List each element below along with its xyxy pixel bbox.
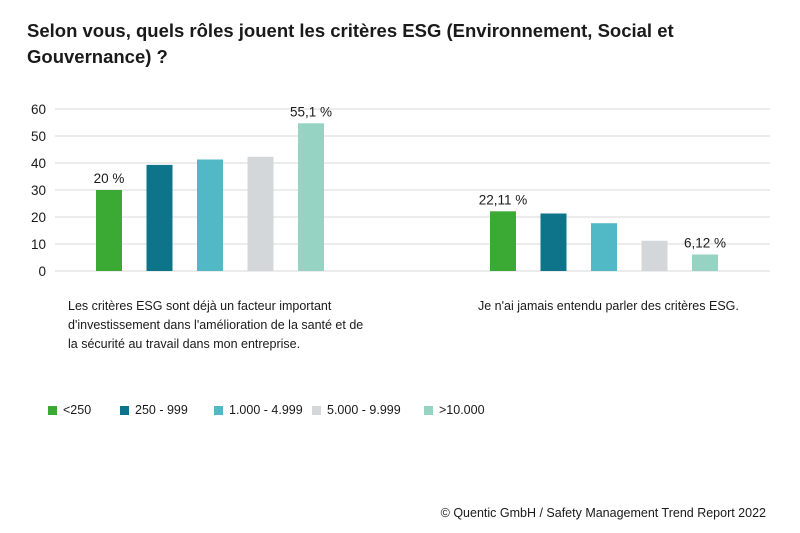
- y-tick-label: 20: [31, 210, 46, 225]
- legend-label: 1.000 - 4.999: [229, 403, 303, 417]
- bar: [96, 190, 122, 271]
- data-label: 55,1 %: [290, 104, 332, 119]
- legend-label: 250 - 999: [135, 403, 188, 417]
- category-label-line: Les critères ESG sont déjà un facteur im…: [68, 299, 332, 313]
- bar: [490, 211, 516, 271]
- category-label-line: d'investissement dans l'amélioration de …: [68, 318, 364, 332]
- legend-item: >10.000: [424, 403, 504, 417]
- legend-swatch: [48, 405, 57, 415]
- legend-swatch: [424, 405, 433, 415]
- data-label: 6,12 %: [684, 235, 726, 250]
- legend-label: 5.000 - 9.999: [327, 403, 401, 417]
- chart-title: Selon vous, quels rôles jouent les critè…: [27, 20, 674, 67]
- bar: [540, 213, 567, 271]
- category-label-line: la sécurité au travail dans mon entrepri…: [68, 337, 301, 351]
- legend-item: 1.000 - 4.999: [214, 403, 312, 417]
- bar: [146, 164, 173, 271]
- legend-label: >10.000: [439, 403, 485, 417]
- category-label-never-heard: Je n'ai jamais entendu parler des critèr…: [478, 297, 778, 316]
- y-tick-label: 10: [31, 237, 46, 252]
- legend-swatch: [120, 405, 129, 415]
- bar-chart: 0 10 20 30 40 50 60 20 % 55,1 % 22,11 % 6,12 %: [31, 102, 770, 279]
- legend: <250 250 - 999 1.000 - 4.999 5.000 - 9.999 >…: [48, 403, 504, 417]
- legend-item: <250: [48, 403, 120, 417]
- bar: [591, 223, 617, 271]
- y-tick-label: 50: [31, 129, 46, 144]
- bar: [197, 159, 223, 271]
- bar: [247, 156, 274, 271]
- data-label: 22,11 %: [479, 192, 528, 207]
- legend-label: <250: [63, 403, 92, 417]
- data-label: 20 %: [94, 171, 125, 186]
- y-tick-label: 0: [38, 264, 46, 279]
- category-label-invest: Les critères ESG sont déjà un facteur im…: [68, 297, 398, 354]
- legend-swatch: [312, 405, 321, 415]
- category-label-line: Je n'ai jamais entendu parler des critèr…: [478, 299, 739, 313]
- legend-swatch: [214, 405, 223, 415]
- y-tick-label: 30: [31, 183, 46, 198]
- bar: [692, 254, 718, 271]
- legend-item: 5.000 - 9.999: [312, 403, 424, 417]
- bar: [641, 240, 668, 271]
- source-credit: © Quentic GmbH / Safety Management Trend…: [440, 506, 766, 520]
- legend-item: 250 - 999: [120, 403, 214, 417]
- y-tick-label: 40: [31, 156, 46, 171]
- bar: [298, 123, 324, 271]
- y-tick-label: 60: [31, 102, 46, 117]
